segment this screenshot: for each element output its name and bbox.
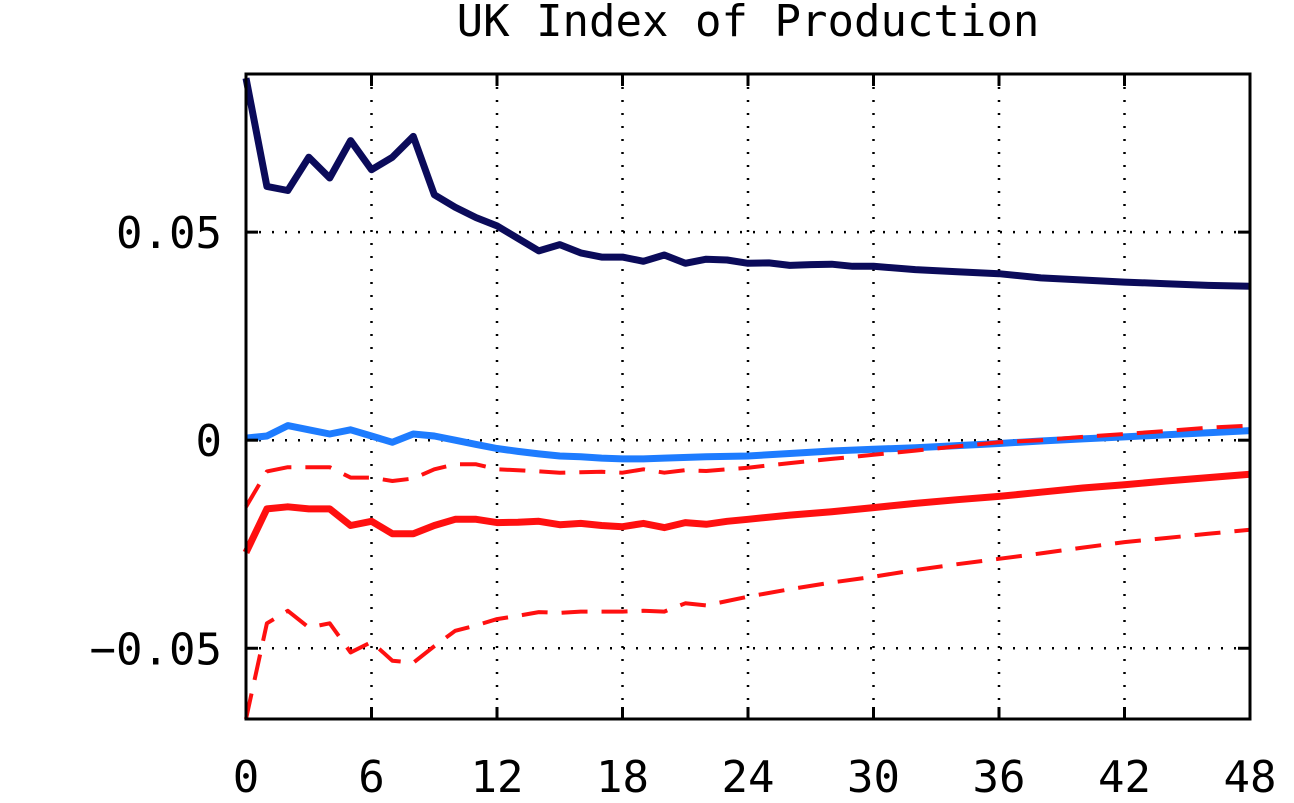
grid (244, 74, 1252, 719)
x-tick-label: 48 (1224, 752, 1277, 803)
x-tick-label: 18 (596, 752, 649, 803)
series-line-1 (245, 422, 1251, 463)
series-group (242, 77, 1251, 720)
ticks (244, 74, 1252, 719)
y-axis-tick-labels: −0.05 0 0.05 (90, 208, 222, 675)
series-line-0 (242, 77, 1251, 290)
series-line-2 (242, 470, 1251, 555)
x-axis-tick-labels: 0 6 12 18 24 30 36 42 48 (233, 752, 1277, 803)
y-tick-label: 0.05 (116, 208, 222, 259)
series-line-3 (244, 423, 1251, 508)
x-tick-label: 6 (358, 752, 385, 803)
x-tick-label: 12 (471, 752, 524, 803)
y-tick-label: 0 (196, 416, 223, 467)
y-tick-label: −0.05 (90, 624, 222, 675)
series-line-4 (244, 527, 1251, 720)
plot-frame (244, 72, 1252, 721)
x-tick-label: 24 (722, 752, 775, 803)
x-tick-label: 36 (973, 752, 1026, 803)
x-tick-label: 42 (1098, 752, 1151, 803)
x-tick-label: 0 (233, 752, 260, 803)
x-tick-label: 30 (847, 752, 900, 803)
chart-title: UK Index of Production (457, 0, 1040, 47)
